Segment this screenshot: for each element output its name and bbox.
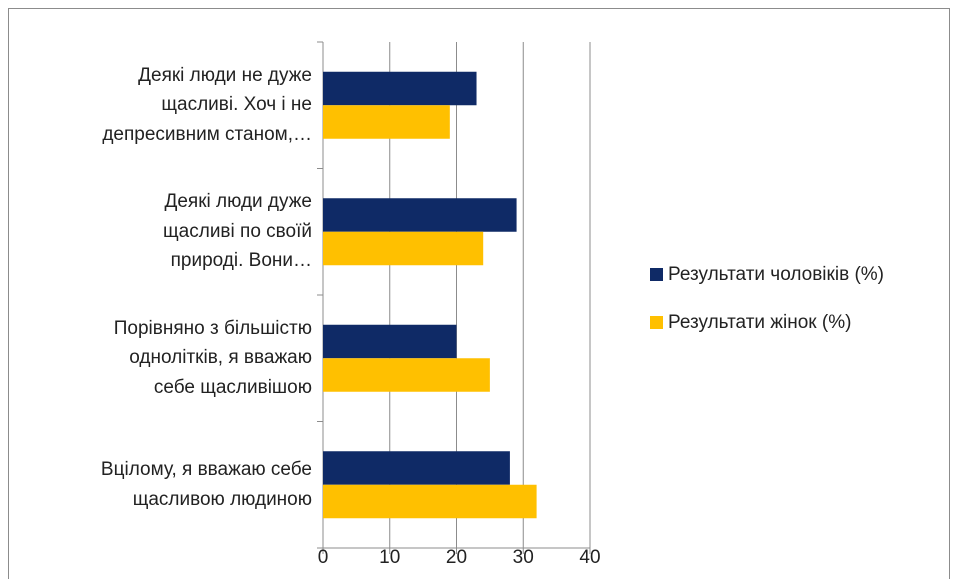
bar xyxy=(323,198,517,232)
y-tick-label: Деякі люди не дуже щасливі. Хоч і не деп… xyxy=(102,64,312,145)
x-tick-label: 20 xyxy=(446,547,467,568)
y-tick-label: Порівняно з більшістю однолітків, я вваж… xyxy=(113,317,312,398)
bar xyxy=(323,324,457,359)
x-tick-label: 30 xyxy=(513,547,534,568)
bar xyxy=(323,231,484,266)
y-tick-label: Деякі люди дуже щасливі по своїй природі… xyxy=(163,191,312,272)
chart-border xyxy=(8,8,950,579)
x-tick-label: 0 xyxy=(318,547,329,568)
bar xyxy=(323,451,510,485)
legend-label: Результати жінок (%) xyxy=(668,312,851,333)
bar xyxy=(323,105,450,139)
bar xyxy=(323,358,490,392)
bar xyxy=(323,484,537,519)
legend-swatch xyxy=(650,316,663,329)
bar xyxy=(323,71,477,106)
legend-label: Результати чоловіків (%) xyxy=(668,264,884,285)
legend-swatch xyxy=(650,268,663,281)
y-tick-label: Вцілому, я вважаю себе щасливою людиною xyxy=(100,459,312,510)
x-tick-label: 40 xyxy=(579,547,600,568)
x-tick-label: 10 xyxy=(379,547,400,568)
